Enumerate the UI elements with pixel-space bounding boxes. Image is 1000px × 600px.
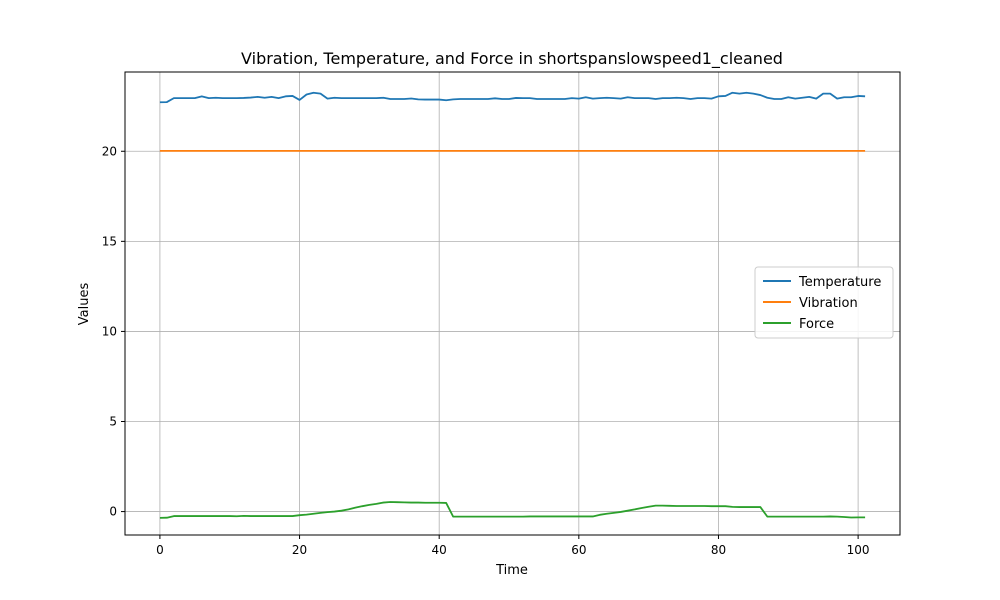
y-tick-label: 20 [102, 144, 117, 158]
legend-label-temperature: Temperature [798, 275, 881, 290]
legend-label-vibration: Vibration [799, 296, 858, 311]
x-tick-label: 100 [847, 543, 870, 557]
plot-frame [124, 71, 901, 536]
y-axis-label: Values [77, 283, 92, 326]
y-tick-label: 0 [109, 505, 117, 519]
legend: Temperature Vibration Force [754, 266, 894, 339]
y-axis-ticks: 0 5 10 15 20 [102, 144, 125, 519]
chart-title: Vibration, Temperature, and Force in sho… [241, 49, 783, 69]
legend-box [754, 266, 894, 339]
series-line-force [159, 501, 866, 519]
series-layer [159, 91, 866, 519]
x-axis-label: Time [495, 563, 528, 578]
x-tick-label: 80 [711, 543, 726, 557]
x-tick-label: 40 [432, 543, 447, 557]
legend-label-force: Force [799, 317, 834, 332]
x-axis-ticks: 0 20 40 60 80 100 [156, 535, 870, 557]
y-tick-label: 15 [102, 234, 117, 248]
x-tick-label: 0 [156, 543, 164, 557]
y-tick-label: 5 [109, 415, 117, 429]
x-tick-label: 20 [292, 543, 307, 557]
x-tick-label: 60 [571, 543, 586, 557]
series-line-temperature [159, 91, 866, 104]
y-tick-label: 10 [102, 324, 117, 338]
